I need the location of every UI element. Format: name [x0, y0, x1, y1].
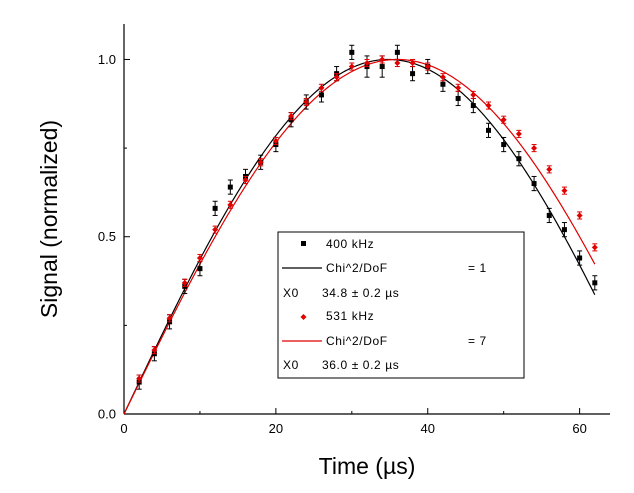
- data-point-0: [379, 64, 385, 70]
- x-tick-label: 20: [269, 421, 283, 436]
- data-point-0: [455, 95, 461, 101]
- data-point-1: [561, 187, 568, 194]
- x-tick-label: 60: [572, 421, 586, 436]
- legend-x0-label-531khz: X0: [283, 358, 299, 372]
- legend-label-531khz: 531 kHz: [326, 309, 374, 323]
- x-tick-label: 0: [120, 421, 127, 436]
- legend-chi2-label-531khz: Chi^2/DoF: [326, 334, 388, 348]
- legend-marker-400khz: [301, 241, 306, 246]
- data-point-0: [592, 280, 598, 286]
- data-point-0: [212, 205, 218, 211]
- fit-curve-0: [123, 58, 596, 415]
- data-point-1: [394, 60, 401, 66]
- y-tick-label: 1.0: [98, 52, 116, 67]
- data-point-1: [272, 138, 279, 144]
- x-axis-title: Time (µs): [319, 453, 416, 479]
- legend-x0-label-400khz: X0: [283, 286, 299, 300]
- data-point-0: [394, 49, 400, 55]
- legend-box: [277, 231, 525, 379]
- data-point-1: [379, 56, 386, 63]
- fit-curves: [123, 58, 596, 415]
- data-point-0: [227, 184, 233, 190]
- data-point-1: [591, 244, 598, 251]
- data-point-1: [500, 116, 507, 123]
- data-point-1: [227, 201, 234, 208]
- data-point-0: [546, 212, 552, 218]
- data-point-1: [303, 99, 310, 105]
- data-point-1: [455, 84, 462, 91]
- data-point-1: [318, 84, 325, 91]
- legend-x0-value-400khz: 34.8 ± 0.2 µs: [322, 286, 399, 300]
- legend-x0-value-531khz: 36.0 ± 0.2 µs: [322, 358, 399, 372]
- data-point-1: [364, 60, 370, 66]
- data-point-0: [531, 181, 537, 187]
- data-point-1: [576, 212, 583, 219]
- legend-chi2-label-400khz: Chi^2/DoF: [326, 261, 388, 275]
- data-point-0: [486, 127, 491, 133]
- data-points: [136, 44, 598, 390]
- data-point-1: [348, 63, 355, 70]
- data-point-0: [516, 156, 522, 162]
- data-point-1: [333, 74, 340, 81]
- data-point-1: [470, 91, 477, 98]
- y-tick-label: 0.0: [98, 407, 116, 422]
- axis-ticks: 0 20 40 60 0.0 0.5 1.0: [98, 52, 587, 436]
- legend-chi2-value-400khz: = 1: [468, 261, 487, 275]
- data-point-1: [136, 375, 143, 382]
- data-point-0: [561, 227, 567, 233]
- data-point-1: [288, 113, 295, 120]
- data-point-0: [318, 92, 324, 98]
- data-point-0: [197, 266, 203, 272]
- data-point-0: [501, 142, 507, 148]
- data-point-1: [439, 74, 446, 81]
- data-point-1: [212, 226, 219, 233]
- data-point-1: [485, 102, 492, 109]
- y-axis-title: Signal (normalized): [36, 120, 62, 318]
- legend: 400 kHz Chi^2/DoF = 1 X0 34.8 ± 0.2 µs 5…: [277, 231, 525, 379]
- y-tick-label: 0.5: [98, 229, 116, 244]
- data-point-1: [181, 279, 188, 286]
- data-point-1: [515, 130, 522, 137]
- data-point-1: [196, 255, 203, 261]
- data-point-0: [577, 255, 583, 261]
- data-point-1: [151, 347, 158, 354]
- data-point-1: [166, 315, 173, 322]
- data-point-1: [257, 159, 264, 166]
- data-point-1: [409, 60, 416, 66]
- data-point-1: [531, 145, 538, 152]
- fit-curve-1: [123, 58, 596, 415]
- data-point-1: [424, 63, 431, 70]
- legend-chi2-value-531khz: = 7: [468, 334, 487, 348]
- legend-label-400khz: 400 kHz: [326, 237, 374, 251]
- data-point-0: [470, 103, 476, 109]
- data-point-0: [349, 49, 355, 55]
- data-point-0: [410, 71, 416, 77]
- data-point-0: [440, 81, 446, 87]
- legend-marker-531khz: [300, 314, 307, 320]
- data-point-1: [242, 177, 249, 183]
- data-point-1: [546, 166, 553, 173]
- x-tick-label: 40: [421, 421, 435, 436]
